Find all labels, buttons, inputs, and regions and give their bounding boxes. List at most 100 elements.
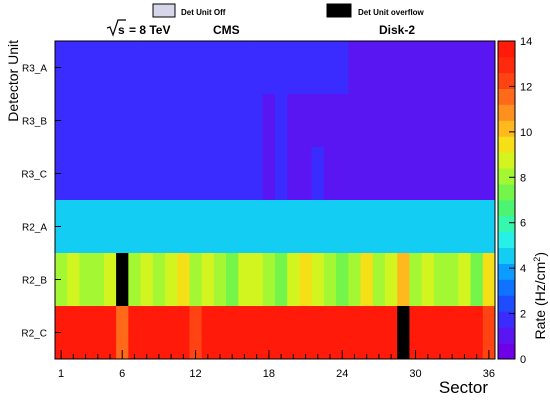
heatmap-cell [348,41,361,95]
x-tick-label: 18 [263,368,275,380]
y-tick-label: R3_B [22,117,47,128]
heatmap-cell [397,41,410,95]
legend-off-swatch [152,3,176,18]
heatmap-cell [409,41,423,95]
color-bar-tick-label: 6 [520,218,526,230]
heatmap-cell [250,306,264,360]
heatmap-cell [177,94,190,148]
color-bar-segment [498,168,515,185]
heatmap-cell [446,147,459,201]
heatmap-cell [103,41,117,95]
y-tick-label: R3_A [22,64,47,75]
heatmap-cell [458,200,471,254]
sqrt-s-label: s [118,23,125,37]
color-bar-segment [498,215,515,233]
heatmap-cell [165,147,178,201]
heatmap-cell [226,200,239,254]
heatmap-cell [323,200,337,254]
heatmap-cell [360,94,374,148]
color-bar-segment [498,231,515,248]
x-tick-label: 24 [336,368,348,380]
heatmap-cell [103,253,117,307]
heatmap-cell [128,306,141,360]
heatmap-cell [79,200,93,254]
heatmap-cell [458,306,471,360]
heatmap-cell [299,306,313,360]
heatmap-cell [446,41,459,95]
heatmap-cell [275,94,288,148]
heatmap-cell [397,306,410,360]
heatmap-cell [385,306,398,360]
heatmap-cell [140,94,154,148]
heatmap-cell [311,41,325,95]
heatmap-cell [421,253,435,307]
heatmap-cell [201,306,215,360]
heatmap-cell [116,147,129,201]
heatmap-cell [201,200,215,254]
color-bar-segment [498,88,515,105]
heatmap-cell [165,94,178,148]
x-axis-title: Sector [439,378,488,397]
heatmap-cell [433,94,447,148]
color-bar-segment [498,247,515,264]
heatmap-cell [250,200,264,254]
heatmap-cell [287,306,300,360]
heatmap-cell [311,147,325,201]
heatmap-cell [238,147,251,201]
heatmap-cell [213,200,227,254]
heatmap-cell [67,41,80,95]
heatmap-cell [372,94,386,148]
color-bar-segment [498,279,515,296]
x-tick-label: 1 [58,368,64,380]
heatmap-cell [299,253,313,307]
heatmap-cell [360,147,374,201]
heatmap-cell [446,306,459,360]
heatmap-cell [287,94,300,148]
heatmap-cell [55,306,68,360]
heatmap-cell [165,41,178,95]
heatmap-cell [103,147,117,201]
heatmap-cell [140,253,154,307]
heatmap-cell [433,253,447,307]
x-tick-label: 12 [189,368,201,380]
heatmap-cell [421,147,435,201]
heatmap-cell [262,147,276,201]
legend-off-label: Det Unit Off [181,8,226,17]
heatmap-cell [311,200,325,254]
heatmap-cell [226,253,239,307]
heatmap-cell [482,200,496,254]
heatmap-cell [482,253,496,307]
heatmap-cell [116,306,129,360]
color-bar-tick-label: 0 [520,354,526,366]
heatmap-cell [409,200,423,254]
heatmap-cell [213,147,227,201]
heatmap-cell [201,147,215,201]
heatmap-cell [482,41,496,95]
heatmap-cell [348,200,361,254]
heatmap-cell [128,41,141,95]
color-bar-tick-label: 12 [520,81,532,93]
heatmap-cell [152,147,166,201]
heatmap-cell [201,41,215,95]
heatmap-cell [446,200,459,254]
heatmap-cell [91,94,105,148]
heatmap-cell [433,147,447,201]
heatmap-cell [433,306,447,360]
heatmap-cell [372,41,386,95]
heatmap-cell [79,253,93,307]
heatmap-cell [226,147,239,201]
heatmap-cell [177,147,190,201]
heatmap-cell [226,41,239,95]
heatmap-cell [311,253,325,307]
color-bar-segment [498,152,515,169]
color-bar-tick-label: 4 [520,263,526,275]
sqrt-symbol [106,19,126,37]
heatmap-cell [287,147,300,201]
heatmap-cell [262,200,276,254]
color-bar-segment [498,120,515,137]
heatmap-cell [55,41,68,95]
heatmap-cell [67,200,80,254]
heatmap-cell [116,200,129,254]
heatmap-cell [103,200,117,254]
